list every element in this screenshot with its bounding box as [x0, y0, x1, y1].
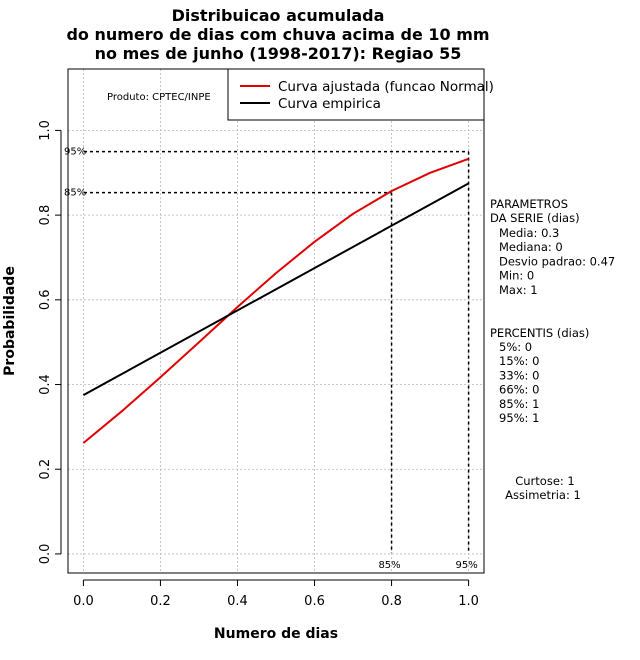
ref-label-x-0: 85%	[378, 560, 400, 571]
series-group	[82, 157, 470, 444]
plot-frame	[67, 68, 485, 574]
curtose-label: Curtose: 1	[515, 474, 575, 488]
x-tick-label-5: 1.0	[458, 594, 479, 609]
percentil-line-3: 66%: 0	[499, 383, 539, 397]
x-tick-label-4: 0.8	[381, 594, 402, 609]
ref-label-y-0: 85%	[64, 188, 86, 199]
percentis-title: PERCENTIS (dias)	[490, 326, 589, 340]
chart-title-line-3: no mes de junho (1998-2017): Regiao 55	[95, 44, 462, 63]
parametro-line-1: Mediana: 0	[499, 240, 563, 254]
y-tick-label-2: 0.4	[38, 374, 53, 395]
y-tick-label-1: 0.2	[38, 459, 53, 480]
percentis-block: PERCENTIS (dias) 5%: 015%: 033%: 066%: 0…	[490, 326, 589, 425]
x-tick-label-3: 0.6	[304, 594, 325, 609]
ref-label-x-1: 95%	[455, 560, 477, 571]
y-tick-label-0: 0.0	[38, 544, 53, 565]
x-axis-title: Numero de dias	[214, 626, 338, 642]
x-tick-label-2: 0.4	[227, 594, 248, 609]
parametro-line-4: Max: 1	[499, 283, 538, 297]
chart-title-line-1: Distribuicao acumulada	[172, 6, 385, 25]
y-axis-title: Probabilidade	[2, 266, 18, 376]
parametros-block: PARAMETROS DA SERIE (dias) Media: 0.3Med…	[490, 197, 615, 297]
percentil-line-1: 15%: 0	[499, 354, 539, 368]
legend-label-empirical: Curva empirica	[278, 96, 381, 112]
percentile-reference-lines: 85% 85% 95% 95%	[64, 147, 478, 571]
grid-lines	[68, 69, 484, 573]
y-tick-label-3: 0.6	[38, 289, 53, 310]
y-tick-label-4: 0.8	[38, 205, 53, 226]
parametros-title-1: PARAMETROS	[490, 197, 568, 211]
percentil-line-2: 33%: 0	[499, 368, 539, 382]
produto-label: Produto: CPTEC/INPE	[107, 92, 211, 103]
series-line-0	[82, 157, 469, 444]
parametros-title-2: DA SERIE (dias)	[490, 211, 580, 225]
parametro-line-2: Desvio padrao: 0.47	[499, 254, 615, 268]
parametro-line-0: Media: 0.3	[499, 226, 559, 240]
x-tick-label-1: 0.2	[150, 594, 171, 609]
series-line-1	[82, 182, 470, 396]
assimetria-label: Assimetria: 1	[505, 488, 581, 502]
percentil-line-4: 85%: 1	[499, 397, 539, 411]
parametro-line-3: Min: 0	[499, 269, 534, 283]
x-axis: 0.0 0.2 0.4 0.6 0.8 1.0	[73, 579, 479, 609]
x-tick-label-0: 0.0	[73, 594, 94, 609]
legend-label-fitted: Curva ajustada (funcao Normal)	[278, 79, 494, 95]
y-tick-label-5: 1.0	[38, 120, 53, 141]
ref-label-y-1: 95%	[64, 147, 86, 158]
legend-box	[227, 68, 485, 121]
y-axis: 0.0 0.2 0.4 0.6 0.8 1.0	[38, 120, 62, 565]
chart-title-line-2: do numero de dias com chuva acima de 10 …	[66, 25, 489, 44]
percentil-line-0: 5%: 0	[499, 340, 532, 354]
legend: Curva ajustada (funcao Normal) Curva emp…	[227, 68, 494, 121]
percentil-line-5: 95%: 1	[499, 411, 539, 425]
